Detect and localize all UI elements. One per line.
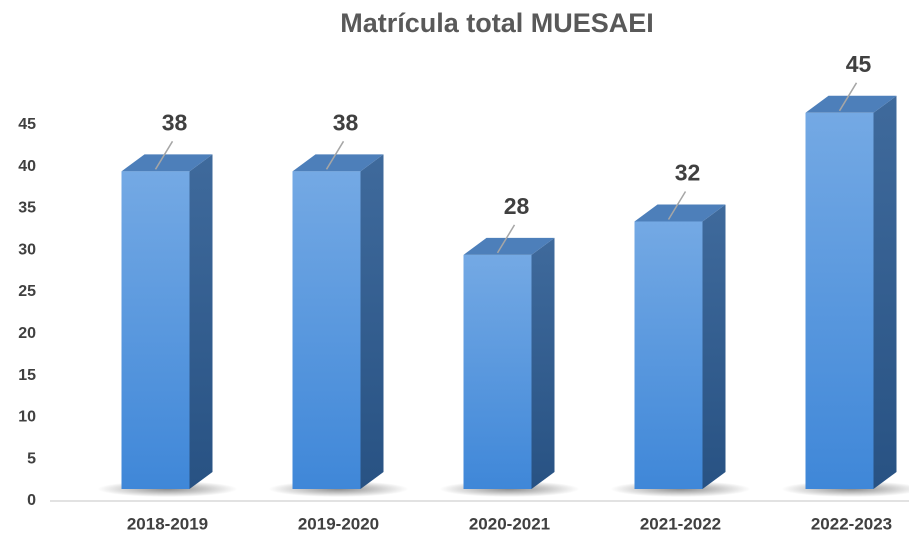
bar-side <box>360 154 384 489</box>
data-label: 45 <box>846 51 872 77</box>
x-tick-label: 2020-2021 <box>469 514 550 533</box>
x-tick-label: 2021-2022 <box>640 514 721 533</box>
y-tick-label: 20 <box>18 325 36 342</box>
data-label: 32 <box>675 160 701 186</box>
bar-top <box>634 204 726 222</box>
y-tick-label: 0 <box>27 492 36 509</box>
bar-side <box>531 237 555 489</box>
y-tick-label: 45 <box>18 116 36 133</box>
data-label: 28 <box>504 193 530 219</box>
bar <box>463 254 532 489</box>
leader-line <box>325 140 345 170</box>
bar-side <box>189 154 213 489</box>
data-label: 38 <box>333 109 359 135</box>
leader-line <box>838 82 858 112</box>
bar-top <box>463 237 555 255</box>
y-tick-label: 30 <box>18 241 36 258</box>
x-tick-label: 2022-2023 <box>811 514 892 533</box>
y-tick-label: 35 <box>18 200 36 217</box>
leader-line <box>154 140 174 170</box>
bar <box>634 221 703 490</box>
y-tick-label: 5 <box>27 450 36 467</box>
x-tick-label: 2018-2019 <box>127 514 208 533</box>
y-tick-label: 10 <box>18 409 36 426</box>
bar-top <box>292 154 384 172</box>
leader-line <box>496 224 516 254</box>
leader-line <box>667 191 687 220</box>
chart-title: Matrícula total MUESAEI <box>340 8 654 38</box>
x-tick-label: 2019-2020 <box>298 514 379 533</box>
bar-side <box>873 95 897 490</box>
y-tick-label: 15 <box>18 367 36 384</box>
y-tick-label: 40 <box>18 158 36 175</box>
bar <box>121 171 190 489</box>
bar <box>292 171 361 489</box>
bar-top <box>805 95 897 113</box>
bar <box>805 112 874 490</box>
data-label: 38 <box>162 109 188 135</box>
bar-side <box>702 204 726 490</box>
y-tick-label: 25 <box>18 283 36 300</box>
bar-top <box>121 154 213 172</box>
